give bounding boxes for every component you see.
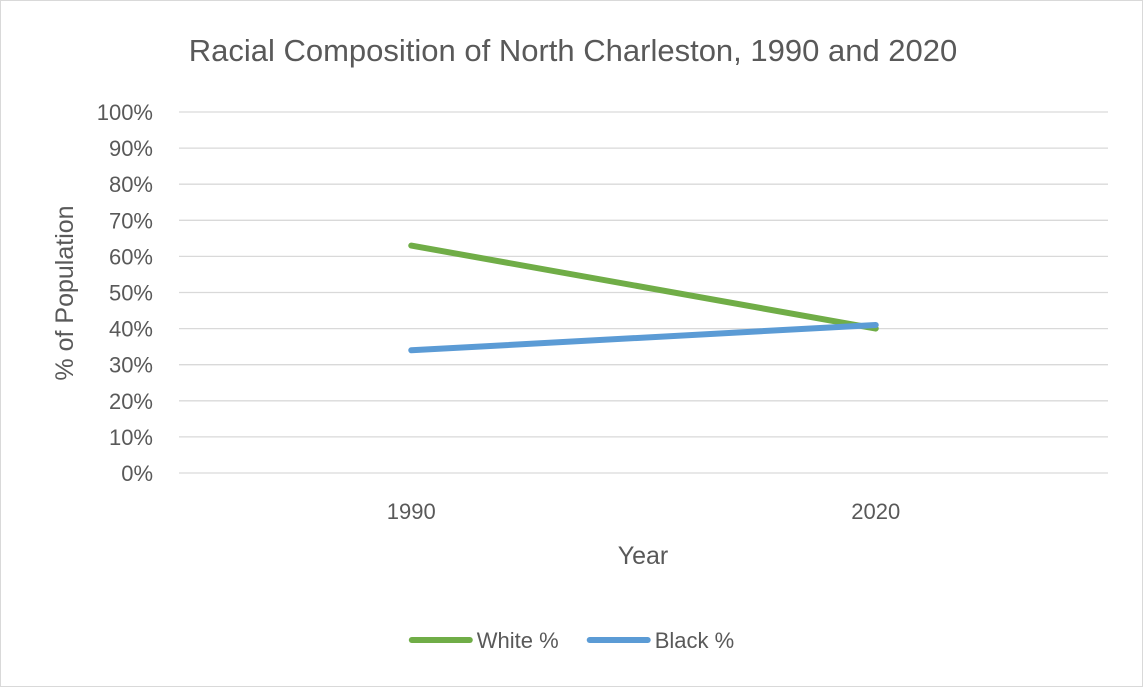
y-tick-label: 30% <box>109 353 153 378</box>
x-tick-label: 1990 <box>387 499 436 524</box>
y-tick-label: 50% <box>109 281 153 306</box>
series-line <box>408 242 879 332</box>
y-tick-label: 100% <box>97 100 153 125</box>
y-tick-label: 70% <box>109 208 153 233</box>
legend-item: Black % <box>586 628 734 653</box>
chart-title: Racial Composition of North Charleston, … <box>189 33 958 68</box>
legend: White % Black % <box>408 628 734 653</box>
y-tick-label: 80% <box>109 172 153 197</box>
y-axis-title: % of Population <box>51 205 79 380</box>
gridlines <box>179 111 1108 474</box>
y-tick-label: 10% <box>109 425 153 450</box>
x-axis-title: Year <box>618 542 669 570</box>
x-axis-ticks: 1990 2020 <box>387 499 900 524</box>
x-tick-label: 2020 <box>851 499 900 524</box>
legend-label: White % <box>477 628 559 653</box>
legend-label: Black % <box>655 628 734 653</box>
y-tick-label: 90% <box>109 136 153 161</box>
series-lines <box>408 242 879 354</box>
y-tick-label: 20% <box>109 389 153 414</box>
legend-item: White % <box>408 628 559 653</box>
y-tick-label: 40% <box>109 317 153 342</box>
y-tick-label: 60% <box>109 244 153 269</box>
series-line <box>408 321 879 354</box>
y-tick-label: 0% <box>121 461 153 486</box>
y-axis-ticks: 0% 10% 20% 30% 40% 50% 60% 70% 80% 90% 100% <box>97 100 153 486</box>
